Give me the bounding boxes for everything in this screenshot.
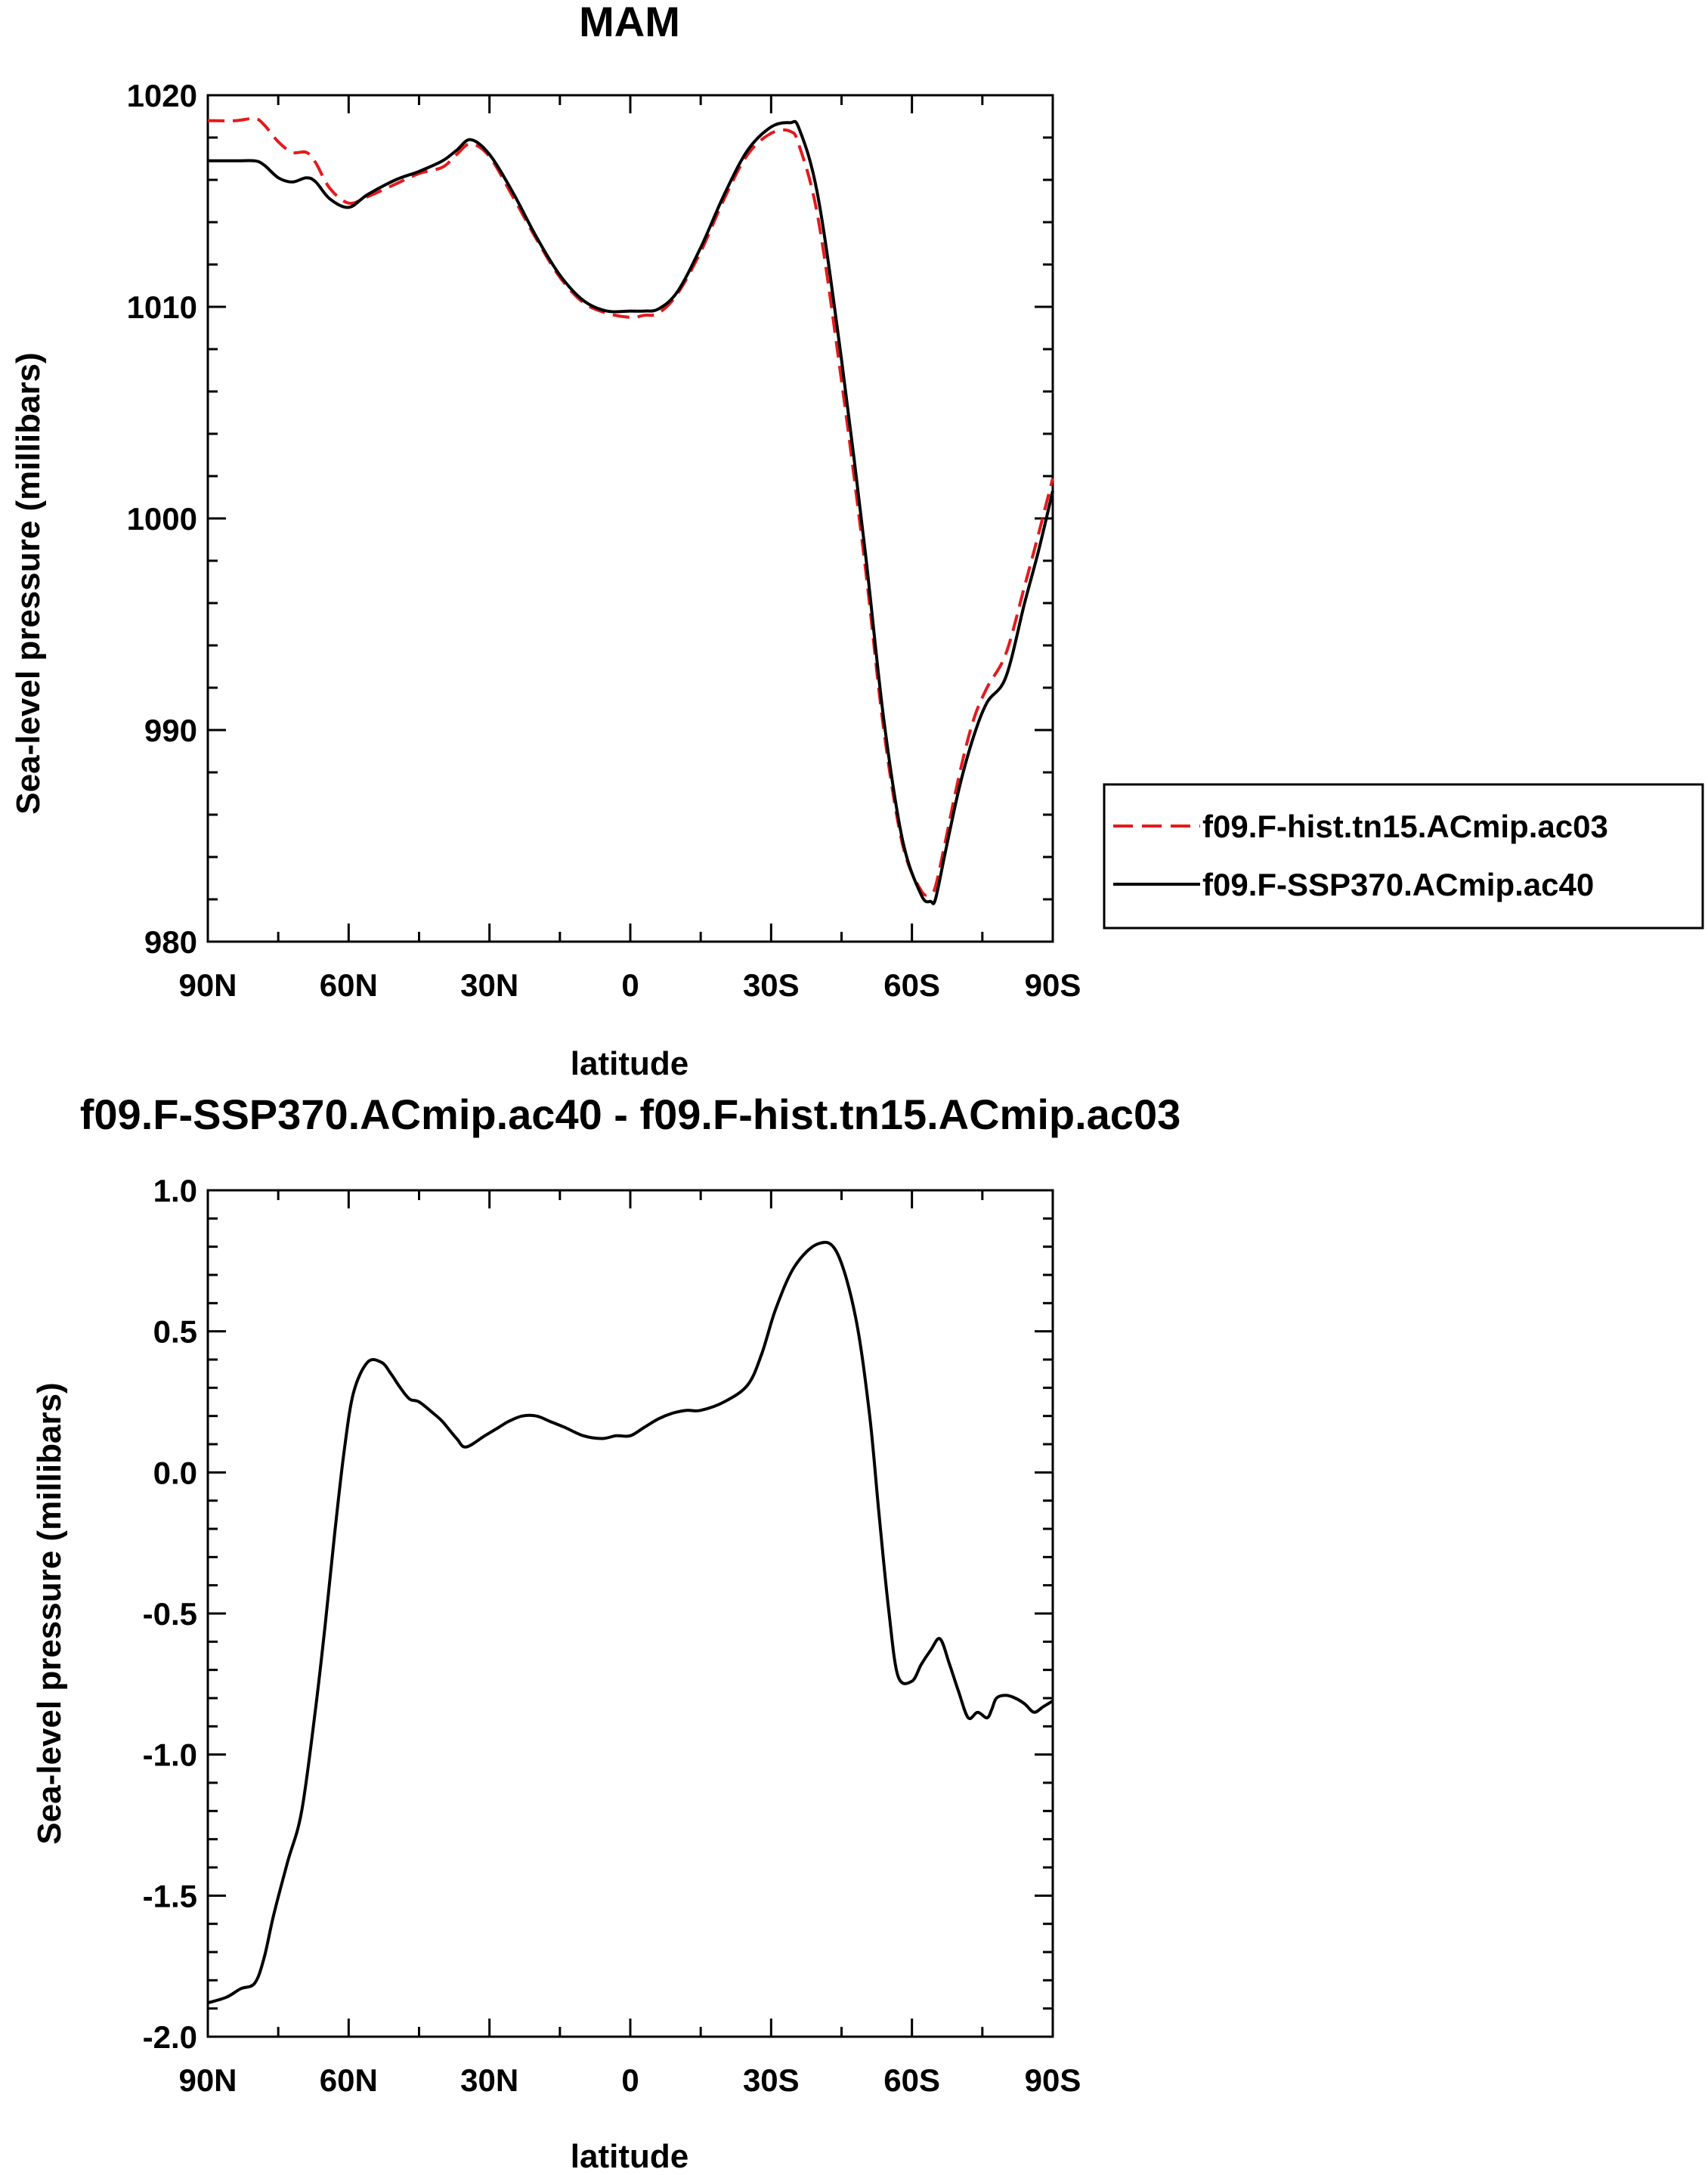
y-tick-label: -1.5 [143,1878,197,1914]
chart-title: MAM [579,0,680,45]
y-tick-label: -1.0 [143,1737,197,1773]
chart-mam: MAM 90N 60N 30N 0 30S 60S 90S 980 990 1000 1010 102… [10,0,1704,1082]
x-axis-label: latitude [571,2138,688,2175]
plot-frame [206,1189,1054,2038]
x-tick-label: 30N [460,967,518,1003]
legend: f09.F-hist.tn15.ACmip.ac03 f09.F-SSP370.… [1103,783,1704,930]
y-tick-label: 980 [144,924,197,960]
x-tick-label: 90S [1025,2062,1081,2098]
x-tick-label: 30S [743,2062,800,2098]
y-tick-label: 1.0 [153,1173,197,1208]
x-tick-label: 90N [178,967,237,1003]
x-tick-label: 0 [621,2062,639,2098]
axes-frame: 90N 60N 30N 0 30S 60S 90S 980 990 1000 1010 1020 [127,78,1081,1003]
y-axis-label: Sea-level pressure (millibars) [31,1382,68,1844]
legend-label-hist: f09.F-hist.tn15.ACmip.ac03 [1202,809,1608,844]
y-axis-label: Sea-level pressure (millibars) [10,352,47,814]
x-axis-label: latitude [571,1045,688,1082]
series-line-ssp370 [207,119,1054,905]
x-tick-label: 30S [743,967,800,1003]
x-tick-label: 60N [320,967,378,1003]
y-tick-label: 0.0 [153,1455,197,1490]
y-tick-label: 0.5 [153,1314,197,1350]
y-tick-label: 1000 [127,501,197,537]
x-tick-label: 90N [178,2062,237,2098]
x-tick-label: 0 [621,967,639,1003]
series-group [207,1240,1054,2005]
y-tick-label: -0.5 [143,1596,197,1632]
axes-frame: 90N 60N 30N 0 30S 60S 90S -2.0 -1.5 -1.0 -0.5 0.0 0.… [143,1173,1081,2098]
x-tick-label: 60N [320,2062,378,2098]
series-group [207,116,1054,905]
series-line-hist [207,116,1054,897]
y-tick-label: 1020 [127,78,197,113]
x-tick-label: 60S [883,2062,940,2098]
chart-difference: f09.F-SSP370.ACmip.ac40 - f09.F-hist.tn1… [31,1091,1180,2175]
plot-frame [206,94,1054,943]
y-tick-label: -2.0 [143,2019,197,2055]
x-tick-label: 90S [1025,967,1081,1003]
y-tick-label: 990 [144,713,197,748]
series-line-difference [207,1240,1054,2005]
chart-title: f09.F-SSP370.ACmip.ac40 - f09.F-hist.tn1… [80,1091,1181,1138]
y-tick-label: 1010 [127,289,197,325]
legend-label-ssp370: f09.F-SSP370.ACmip.ac40 [1202,867,1594,902]
x-tick-label: 30N [460,2062,518,2098]
legend-box [1103,783,1704,930]
x-tick-label: 60S [883,967,940,1003]
